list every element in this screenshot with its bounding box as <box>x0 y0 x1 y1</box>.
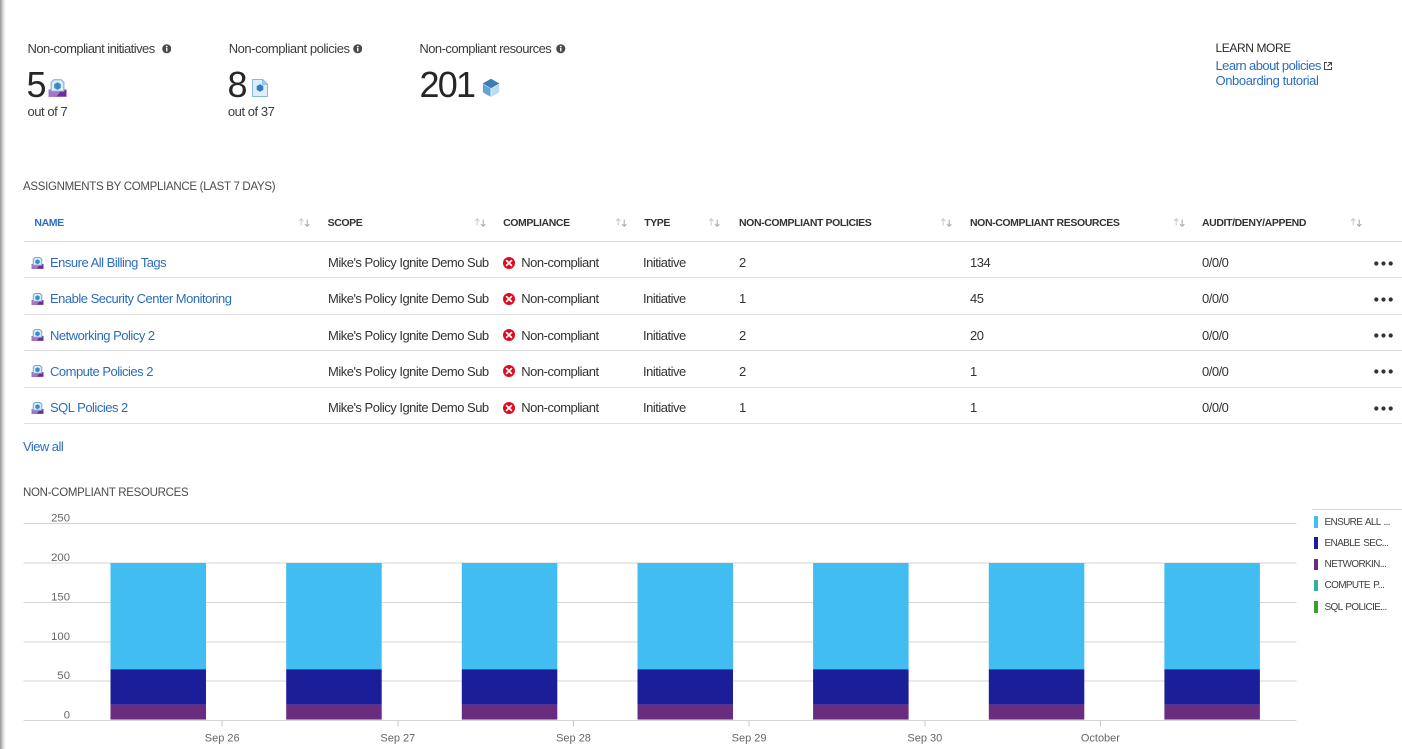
svg-text:100: 100 <box>51 631 70 643</box>
svg-text:Sep 27: Sep 27 <box>380 733 415 745</box>
svg-text:Sep 28: Sep 28 <box>556 733 591 745</box>
svg-text:Sep 29: Sep 29 <box>732 733 767 745</box>
svg-text:250: 250 <box>51 513 70 525</box>
svg-text:October: October <box>1081 733 1120 745</box>
svg-text:Sep 26: Sep 26 <box>205 733 240 745</box>
svg-text:200: 200 <box>51 552 70 564</box>
svg-text:150: 150 <box>51 591 70 603</box>
svg-text:0: 0 <box>64 710 70 722</box>
svg-text:50: 50 <box>57 670 70 682</box>
svg-text:Sep 30: Sep 30 <box>907 733 942 745</box>
